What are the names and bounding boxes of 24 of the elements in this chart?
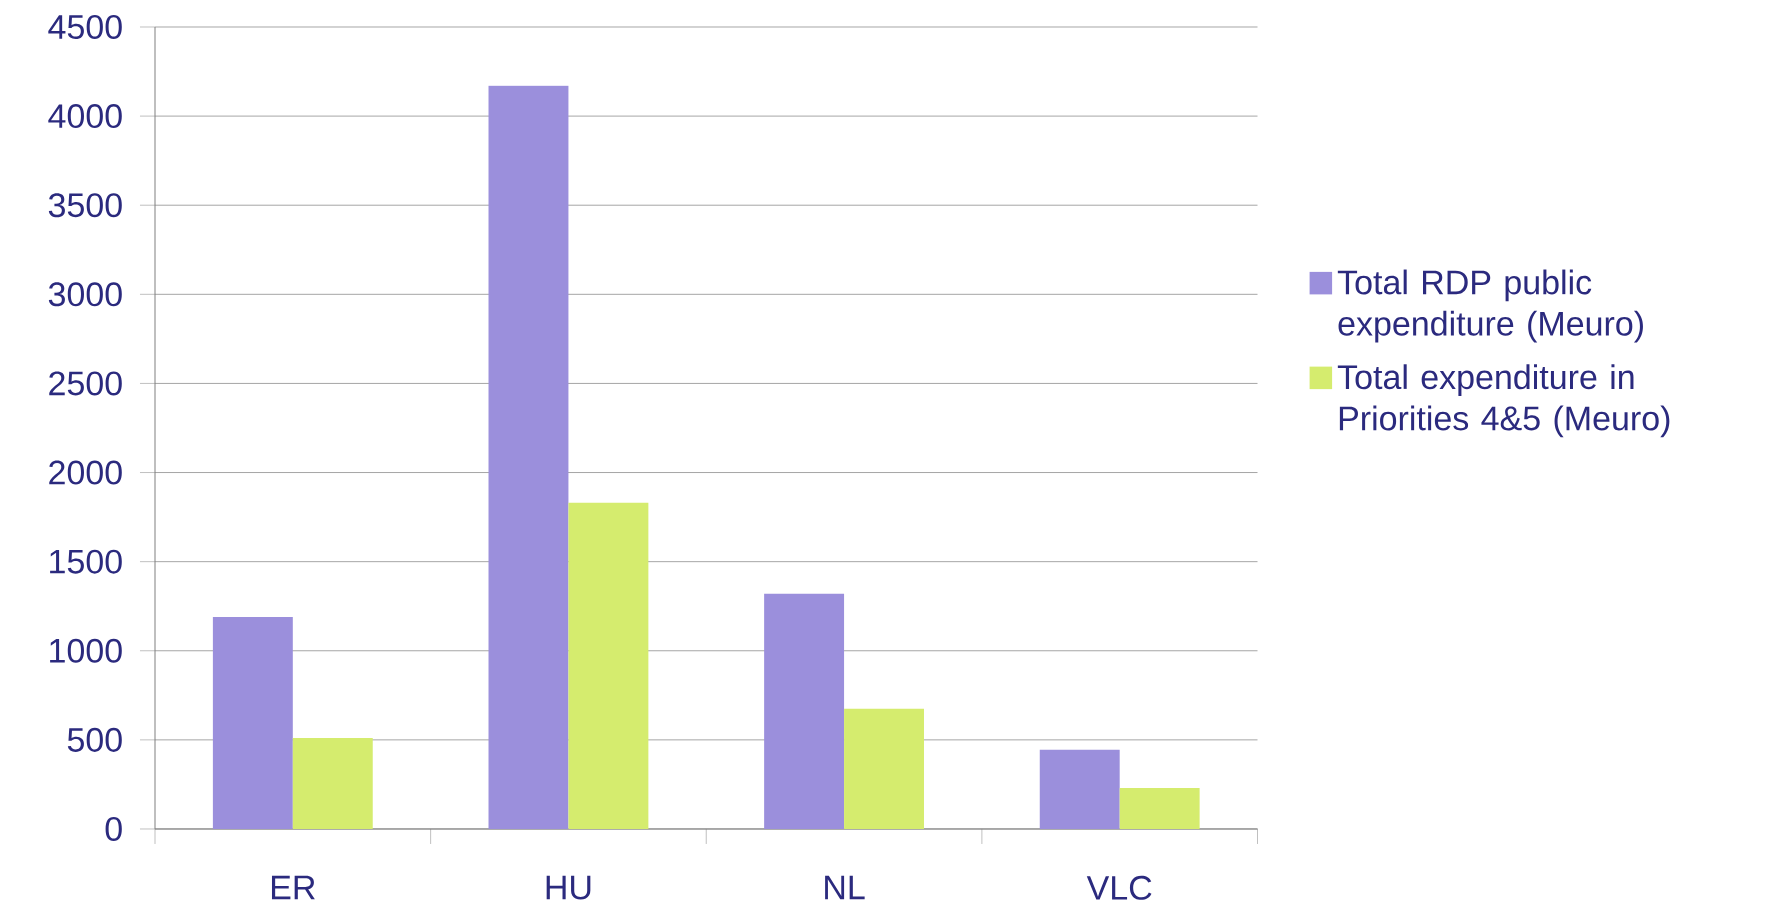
y-tick-label: 2500: [49, 371, 122, 396]
y-tick-label: 1000: [50, 638, 122, 663]
bar: [764, 593, 845, 829]
x-tick-label: NL: [825, 875, 865, 900]
x-tick-label: HU: [546, 875, 591, 900]
bar: [568, 502, 649, 829]
y-tick-label: 1500: [50, 549, 122, 574]
bar: [292, 738, 373, 829]
bar: [844, 708, 924, 829]
bar: [1119, 787, 1200, 829]
y-tick-label: 2000: [49, 460, 122, 485]
y-tick-label: 4000: [48, 104, 122, 129]
x-tick-label: ER: [271, 875, 315, 900]
bar: [1039, 749, 1120, 829]
bar: [212, 616, 293, 829]
y-tick-label: 0: [105, 816, 122, 841]
y-tick-label: 3000: [48, 282, 122, 307]
y-tick-label: 3500: [48, 193, 122, 218]
bar: [488, 85, 569, 829]
y-tick-label: 500: [67, 727, 122, 752]
legend-label: Total expenditure in Priorities 4&5 (Meuro): [1337, 364, 1670, 438]
y-tick-label: 4500: [48, 14, 122, 40]
x-tick-label: VLC: [1086, 875, 1152, 900]
legend-label: Total RDP public expenditure (Meuro): [1337, 269, 1643, 343]
